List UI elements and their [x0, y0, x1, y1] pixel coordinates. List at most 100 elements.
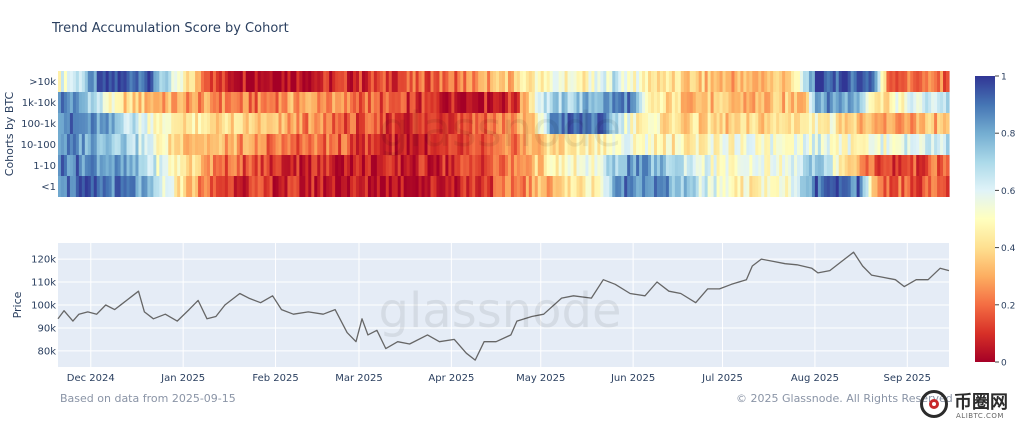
heatmap-cell: [353, 71, 357, 92]
heatmap-cell: [281, 176, 286, 197]
heatmap-cell: [564, 176, 569, 197]
heatmap-cell: [129, 71, 134, 92]
heatmap-cell: [58, 176, 62, 197]
heatmap-cell: [537, 155, 542, 176]
heatmap-cell: [713, 155, 718, 176]
heatmap-cell: [335, 113, 339, 134]
heatmap-cell: [361, 155, 366, 176]
heatmap-cell: [382, 176, 387, 197]
heatmap-cell: [132, 155, 137, 176]
heatmap-cell: [323, 71, 327, 92]
heatmap-cell: [835, 113, 840, 134]
heatmap-cell: [248, 155, 253, 176]
heatmap-cell: [531, 113, 536, 134]
heatmap-cell: [58, 113, 62, 134]
heatmap-cell: [624, 113, 628, 134]
heatmap-cell: [415, 155, 420, 176]
heatmap-cell: [120, 113, 125, 134]
heatmap-cell: [862, 155, 867, 176]
heatmap-cell: [591, 134, 595, 155]
heatmap-cell: [543, 71, 548, 92]
heatmap-cell: [794, 71, 798, 92]
heatmap-cell: [373, 176, 378, 197]
heatmap-cell: [293, 134, 297, 155]
heatmap-cell: [639, 71, 643, 92]
heatmap-cell: [689, 92, 694, 113]
heatmap-cell: [734, 113, 739, 134]
heatmap-cell: [251, 134, 256, 155]
heatmap-cell: [367, 134, 372, 155]
heatmap-cell: [791, 134, 795, 155]
heatmap-cell: [487, 176, 491, 197]
heatmap-cell: [218, 134, 223, 155]
heatmap-cell: [689, 155, 694, 176]
heatmap-cell: [624, 92, 628, 113]
heatmap-cell: [871, 92, 876, 113]
heatmap-cell: [338, 155, 342, 176]
heatmap-cell: [496, 92, 500, 113]
heatmap-cell: [561, 134, 566, 155]
heatmap-cell: [254, 155, 259, 176]
heatmap-cell: [275, 134, 280, 155]
heatmap-cell: [656, 71, 661, 92]
heatmap-cell: [820, 113, 825, 134]
heatmap-cell: [254, 113, 259, 134]
heatmap-cell: [651, 71, 655, 92]
heatmap-cell: [895, 113, 899, 134]
heatmap-cell: [615, 92, 619, 113]
heatmap-cell: [558, 92, 563, 113]
heatmap-cell: [430, 92, 435, 113]
heatmap-cell: [755, 134, 759, 155]
heatmap-cell: [376, 134, 381, 155]
heatmap-cell: [218, 71, 223, 92]
heatmap-cell: [573, 176, 578, 197]
heatmap-cell: [940, 134, 944, 155]
heatmap-cell: [788, 71, 792, 92]
heatmap-cell: [350, 71, 354, 92]
heatmap-cell: [552, 134, 557, 155]
heatmap-cell: [409, 176, 414, 197]
heatmap-cell: [233, 71, 238, 92]
heatmap-cell: [922, 92, 926, 113]
heatmap-cell: [829, 71, 834, 92]
heatmap-cell: [99, 71, 104, 92]
heatmap-cell: [698, 113, 703, 134]
heatmap-cell: [150, 113, 154, 134]
heatmap-cell: [919, 71, 923, 92]
heatmap-cell: [209, 134, 214, 155]
heatmap-cell: [153, 134, 157, 155]
heatmap-cell: [898, 176, 902, 197]
heatmap-cell: [406, 92, 411, 113]
heatmap-cell: [299, 176, 303, 197]
heatmap-cell: [227, 134, 232, 155]
heatmap-cell: [713, 134, 718, 155]
heatmap-cell: [600, 134, 604, 155]
heatmap-cell: [639, 176, 643, 197]
heatmap-cell: [189, 71, 193, 92]
heatmap-cell: [653, 134, 658, 155]
heatmap-cell: [892, 92, 896, 113]
heatmap-cell: [913, 113, 917, 134]
heatmap-cell: [704, 134, 709, 155]
heatmap-cell: [433, 155, 438, 176]
heatmap-cell: [516, 92, 521, 113]
heatmap-cell: [439, 113, 444, 134]
heatmap-cell: [361, 113, 366, 134]
heatmap-cell: [671, 113, 676, 134]
heatmap-cell: [528, 155, 533, 176]
heatmap-cell: [510, 155, 515, 176]
heatmap-cell: [198, 92, 202, 113]
heatmap-cell: [773, 176, 777, 197]
heatmap-cell: [549, 113, 554, 134]
heatmap-cell: [665, 155, 670, 176]
heatmap-cell: [427, 155, 432, 176]
heatmap-cell: [856, 92, 861, 113]
heatmap-cell: [415, 92, 420, 113]
heatmap-cell: [880, 92, 885, 113]
heatmap-cell: [746, 134, 750, 155]
heatmap-cell: [394, 176, 399, 197]
heatmap-cell: [645, 176, 649, 197]
heatmap-cell: [499, 176, 503, 197]
heatmap-cell: [725, 113, 730, 134]
heatmap-cell: [597, 176, 601, 197]
